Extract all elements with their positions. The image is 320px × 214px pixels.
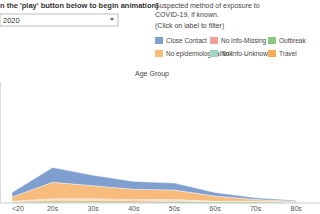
dropdown-arrow <box>110 18 114 21</box>
legend-swatch <box>268 50 276 57</box>
legend-label: Travel <box>279 50 297 57</box>
x-tick-label: 40s <box>128 205 140 212</box>
legend-entry[interactable]: Outbreak <box>268 37 306 44</box>
legend-swatch <box>155 50 163 57</box>
title: n the 'play' button below to begin anima… <box>0 1 159 10</box>
legend-entry[interactable]: Travel <box>268 50 297 57</box>
area <box>12 168 296 202</box>
plot-area <box>12 168 296 203</box>
legend-swatch <box>210 37 218 44</box>
x-tick-label: 60s <box>209 205 221 212</box>
legend-label: No Info-Unknown <box>221 50 272 57</box>
annotation: 2020 <box>3 16 20 25</box>
x-tick-label: 70s <box>250 205 262 212</box>
legend-title: COVID-19, if known. <box>155 11 219 18</box>
legend-label: Close Contact <box>166 37 207 44</box>
x-axis-line <box>0 203 320 204</box>
legend-swatch <box>155 37 163 44</box>
legend-label: Outbreak <box>279 37 306 44</box>
y-axis-line <box>0 82 1 203</box>
legend-entry[interactable]: No Info-Unknown <box>210 50 272 57</box>
legend-entry[interactable]: No Info-Missing <box>210 37 267 45</box>
legend-swatch <box>210 50 218 57</box>
legend-title: (Click on label to filter) <box>155 22 224 30</box>
x-tick-label: 50s <box>169 205 181 212</box>
chart: n the 'play' button below to begin anima… <box>0 0 320 214</box>
legend-title: Suspected method of exposure to <box>155 2 260 10</box>
x-axis-title: Age Group <box>135 70 169 78</box>
legend-entry[interactable]: Close Contact <box>155 37 207 44</box>
x-tick-label: 20s <box>47 205 59 212</box>
x-tick-label: <20 <box>12 205 24 212</box>
x-tick-label: 30s <box>88 205 100 212</box>
dropdown[interactable] <box>0 14 118 26</box>
legend-swatch <box>268 37 276 44</box>
x-tick-label: 80s <box>291 205 303 212</box>
legend-label: No Info-Missing <box>221 37 267 45</box>
